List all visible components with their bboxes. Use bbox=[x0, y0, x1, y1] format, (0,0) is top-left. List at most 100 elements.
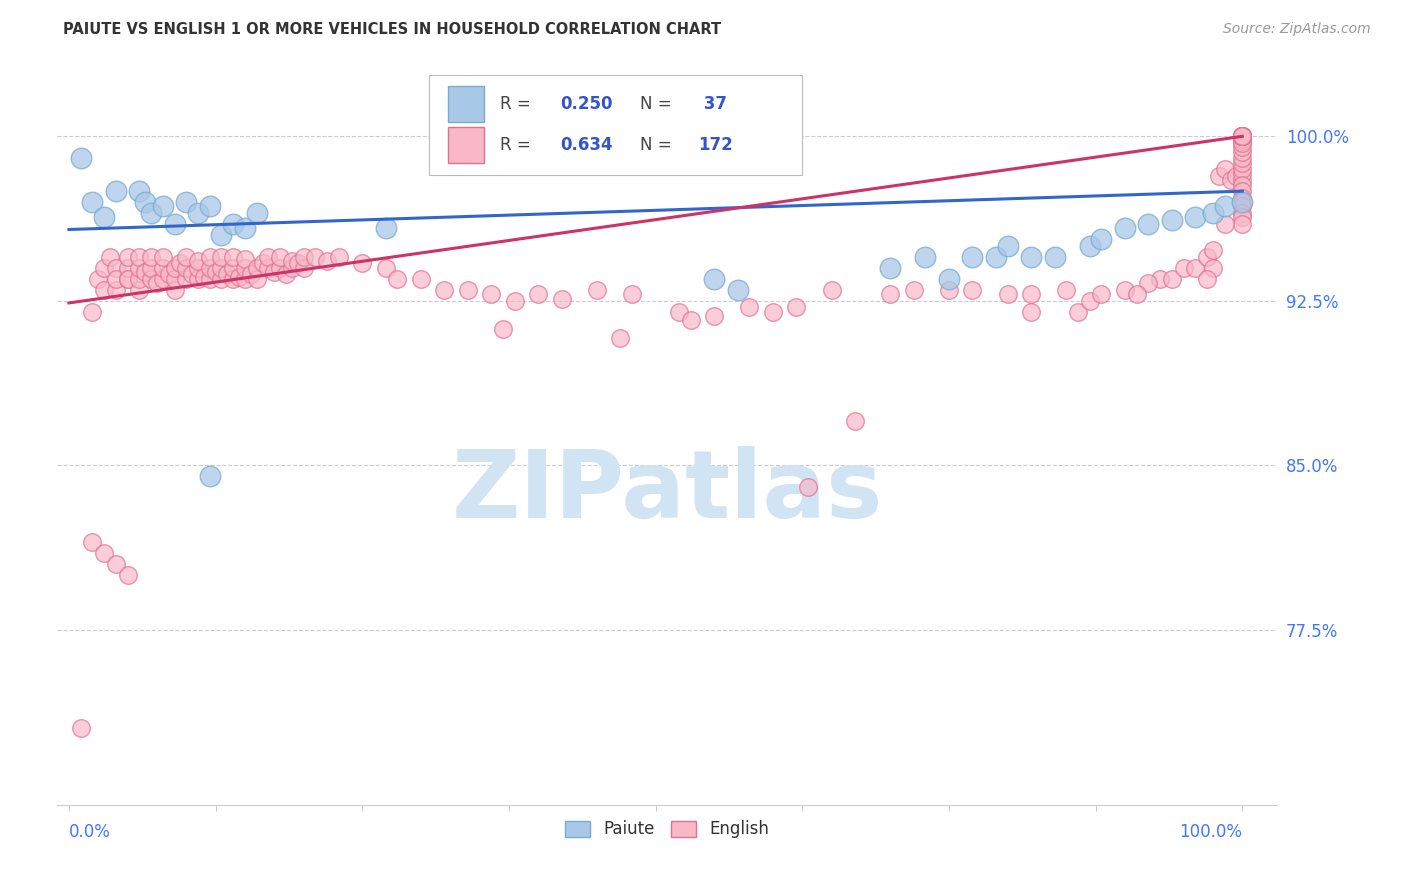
Point bbox=[152, 250, 174, 264]
Point bbox=[269, 260, 291, 275]
Point bbox=[1114, 283, 1136, 297]
Point bbox=[198, 260, 221, 275]
Point bbox=[163, 217, 186, 231]
Point bbox=[785, 301, 807, 315]
Point bbox=[117, 260, 139, 275]
Point bbox=[152, 272, 174, 286]
Point bbox=[139, 272, 162, 286]
Point bbox=[527, 287, 550, 301]
Text: Source: ZipAtlas.com: Source: ZipAtlas.com bbox=[1223, 22, 1371, 37]
Text: 172: 172 bbox=[697, 136, 733, 154]
Point bbox=[93, 546, 115, 560]
Point bbox=[1232, 129, 1254, 144]
Point bbox=[193, 269, 215, 284]
Text: 0.634: 0.634 bbox=[560, 136, 613, 154]
Point bbox=[1219, 173, 1241, 187]
Point bbox=[1232, 199, 1254, 213]
Point bbox=[233, 260, 256, 275]
Point bbox=[1232, 195, 1254, 210]
Point bbox=[181, 268, 204, 282]
Legend: Paiute, English: Paiute, English bbox=[558, 814, 776, 845]
Text: 37: 37 bbox=[697, 95, 727, 113]
Point bbox=[621, 287, 644, 301]
Point bbox=[997, 287, 1019, 301]
Point bbox=[938, 283, 960, 297]
Point bbox=[274, 268, 297, 282]
Point bbox=[198, 199, 221, 213]
Point bbox=[1232, 129, 1254, 144]
Point bbox=[93, 260, 115, 275]
Text: R =: R = bbox=[501, 136, 536, 154]
Point bbox=[152, 199, 174, 213]
Point bbox=[1090, 232, 1112, 246]
Point bbox=[146, 277, 169, 291]
Point bbox=[1225, 169, 1247, 183]
Point bbox=[1019, 304, 1042, 318]
Point bbox=[1232, 129, 1254, 144]
Point bbox=[93, 211, 115, 225]
Point bbox=[1078, 239, 1101, 253]
Point bbox=[903, 283, 925, 297]
Point bbox=[1232, 140, 1254, 154]
Point bbox=[117, 567, 139, 582]
Point bbox=[1043, 250, 1066, 264]
Point bbox=[174, 272, 197, 286]
Point bbox=[1137, 217, 1160, 231]
Point bbox=[1137, 277, 1160, 291]
Point bbox=[252, 256, 274, 270]
Text: N =: N = bbox=[641, 136, 678, 154]
Point bbox=[668, 304, 690, 318]
Point bbox=[1232, 129, 1254, 144]
Point bbox=[479, 287, 502, 301]
Point bbox=[269, 250, 291, 264]
Text: ZIPatlas: ZIPatlas bbox=[451, 446, 883, 538]
Point bbox=[1232, 129, 1254, 144]
Point bbox=[222, 250, 245, 264]
Point bbox=[1232, 129, 1254, 144]
Point bbox=[93, 283, 115, 297]
Point bbox=[1232, 151, 1254, 165]
Point bbox=[69, 721, 91, 735]
Point bbox=[962, 250, 984, 264]
Point bbox=[228, 269, 250, 284]
Point bbox=[128, 283, 150, 297]
Point bbox=[222, 260, 245, 275]
Point bbox=[914, 250, 936, 264]
Point bbox=[1232, 129, 1254, 144]
Point bbox=[1232, 129, 1254, 144]
Point bbox=[104, 557, 127, 571]
Point bbox=[1232, 129, 1254, 144]
Point bbox=[128, 260, 150, 275]
Point bbox=[1213, 217, 1236, 231]
Point bbox=[174, 250, 197, 264]
Point bbox=[586, 283, 609, 297]
Point bbox=[1232, 145, 1254, 159]
Point bbox=[128, 250, 150, 264]
Point bbox=[1232, 129, 1254, 144]
Point bbox=[1232, 167, 1254, 181]
Point bbox=[246, 272, 269, 286]
Point bbox=[187, 260, 209, 275]
Point bbox=[104, 260, 127, 275]
Point bbox=[82, 304, 104, 318]
FancyBboxPatch shape bbox=[447, 87, 484, 122]
Point bbox=[727, 283, 749, 297]
Point bbox=[139, 260, 162, 275]
Point bbox=[1184, 211, 1206, 225]
Point bbox=[984, 250, 1007, 264]
Point bbox=[211, 260, 233, 275]
Point bbox=[1232, 217, 1254, 231]
Point bbox=[762, 304, 785, 318]
Point bbox=[292, 250, 315, 264]
Point bbox=[198, 469, 221, 483]
Point bbox=[1232, 129, 1254, 144]
Point bbox=[163, 283, 186, 297]
Point bbox=[797, 480, 820, 494]
Point bbox=[1232, 184, 1254, 198]
Point bbox=[1202, 244, 1225, 258]
Point bbox=[1067, 304, 1090, 318]
Point bbox=[316, 254, 339, 268]
Point bbox=[844, 414, 866, 428]
Point bbox=[1114, 221, 1136, 235]
Point bbox=[492, 322, 515, 336]
